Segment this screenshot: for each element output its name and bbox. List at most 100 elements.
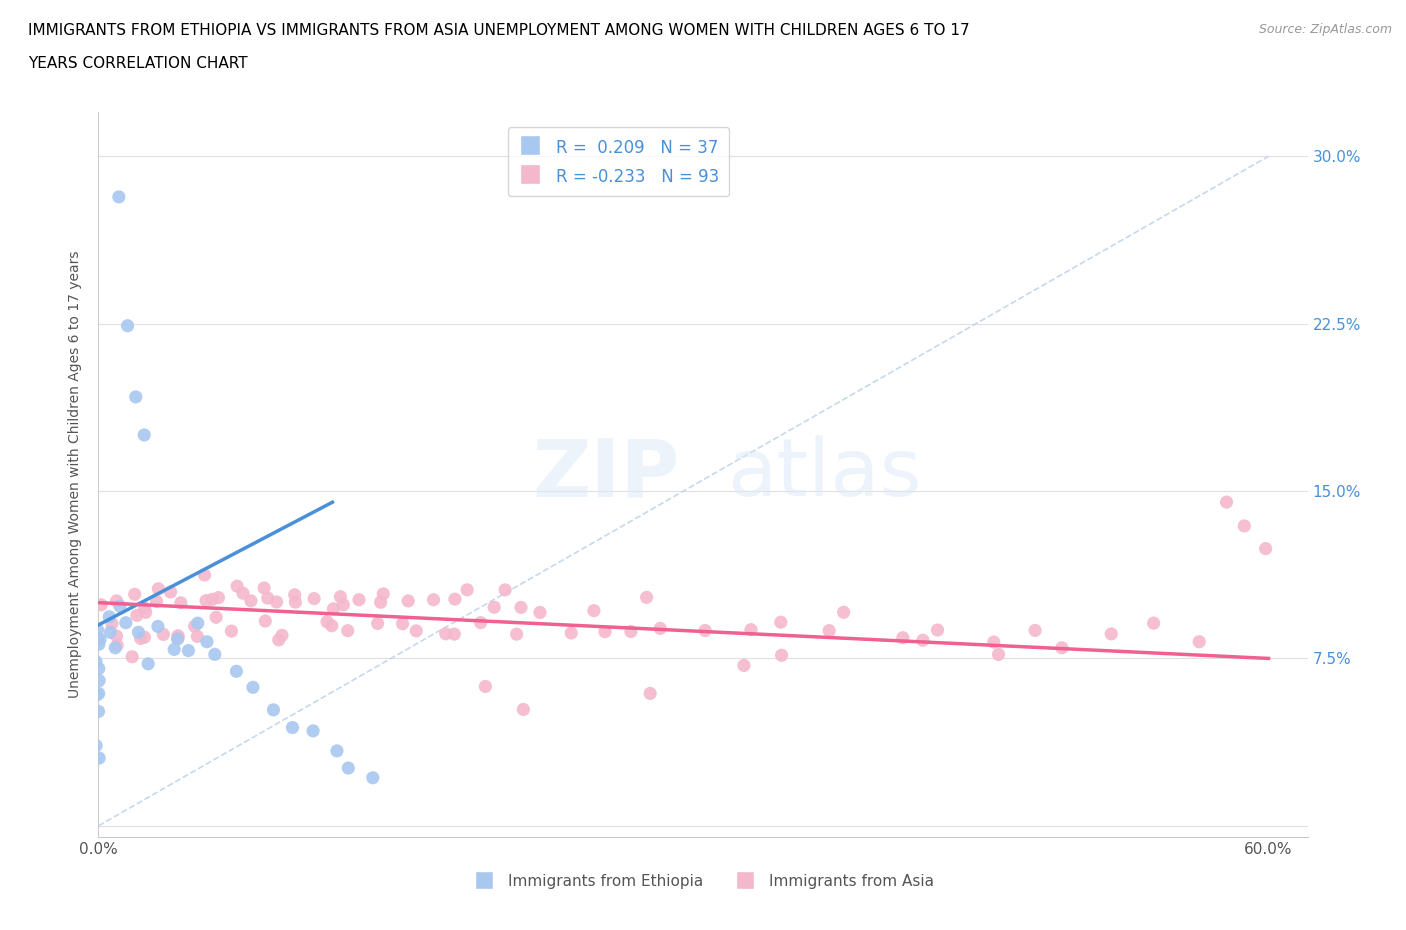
Point [201, 591, 224, 606]
Point [134, 428, 156, 443]
Point [125, 390, 148, 405]
Point [127, 625, 149, 640]
Point [695, 623, 717, 638]
Point [560, 626, 582, 641]
Point [593, 624, 616, 639]
Point [136, 657, 159, 671]
Point [129, 631, 152, 645]
Point [135, 604, 157, 619]
Point [148, 581, 170, 596]
Point [125, 608, 148, 623]
Point [90, 597, 112, 612]
Point [321, 618, 343, 633]
Text: ZIP: ZIP [533, 435, 681, 513]
Point [146, 619, 169, 634]
Point [770, 648, 793, 663]
Point [1254, 541, 1277, 556]
Point [256, 591, 278, 605]
Point [281, 720, 304, 735]
Point [470, 616, 492, 631]
Point [205, 610, 228, 625]
Point [101, 617, 124, 631]
Point [177, 644, 200, 658]
Point [329, 590, 352, 604]
Point [443, 627, 465, 642]
Point [87, 637, 110, 652]
Point [911, 632, 934, 647]
Point [170, 595, 193, 610]
Point [84, 738, 107, 753]
Text: YEARS CORRELATION CHART: YEARS CORRELATION CHART [28, 56, 247, 71]
Y-axis label: Unemployment Among Women with Children Ages 6 to 17 years: Unemployment Among Women with Children A… [69, 250, 83, 698]
Point [86, 687, 108, 702]
Text: atlas: atlas [727, 435, 921, 513]
Point [510, 600, 533, 615]
Point [620, 624, 643, 639]
Point [361, 770, 384, 785]
Point [482, 600, 505, 615]
Point [263, 702, 285, 717]
Point [1099, 627, 1122, 642]
Point [391, 617, 413, 631]
Point [134, 601, 156, 616]
Point [87, 686, 110, 701]
Point [582, 604, 605, 618]
Point [302, 591, 325, 606]
Point [89, 631, 111, 646]
Point [337, 761, 360, 776]
Point [239, 593, 262, 608]
Point [373, 587, 395, 602]
Point [769, 615, 792, 630]
Point [434, 627, 457, 642]
Point [226, 578, 249, 593]
Point [187, 616, 209, 631]
Point [145, 594, 167, 609]
Point [108, 190, 131, 205]
Point [166, 631, 188, 646]
Point [1050, 641, 1073, 656]
Point [134, 630, 156, 644]
Point [167, 629, 190, 644]
Point [221, 624, 243, 639]
Point [505, 627, 527, 642]
Point [1233, 519, 1256, 534]
Point [108, 599, 131, 614]
Point [1024, 623, 1046, 638]
Point [326, 743, 349, 758]
Point [422, 592, 444, 607]
Point [1188, 634, 1211, 649]
Point [84, 655, 107, 670]
Point [242, 680, 264, 695]
Point [87, 751, 110, 765]
Point [332, 597, 354, 612]
Point [456, 582, 478, 597]
Point [733, 658, 755, 672]
Point [87, 704, 110, 719]
Point [347, 592, 370, 607]
Point [98, 625, 121, 640]
Point [444, 591, 467, 606]
Point [115, 616, 138, 631]
Point [740, 622, 762, 637]
Point [186, 629, 208, 644]
Point [284, 588, 307, 603]
Point [254, 614, 277, 629]
Point [494, 582, 516, 597]
Point [98, 609, 121, 624]
Point [336, 623, 359, 638]
Point [284, 595, 307, 610]
Point [302, 724, 325, 738]
Point [204, 647, 226, 662]
Point [987, 647, 1010, 662]
Point [638, 686, 661, 701]
Point [105, 638, 128, 653]
Point [316, 615, 339, 630]
Point [167, 631, 190, 645]
Point [983, 634, 1005, 649]
Point [818, 623, 841, 638]
Point [225, 664, 247, 679]
Point [124, 587, 146, 602]
Point [117, 318, 139, 333]
Point [1215, 495, 1237, 510]
Point [1143, 616, 1166, 631]
